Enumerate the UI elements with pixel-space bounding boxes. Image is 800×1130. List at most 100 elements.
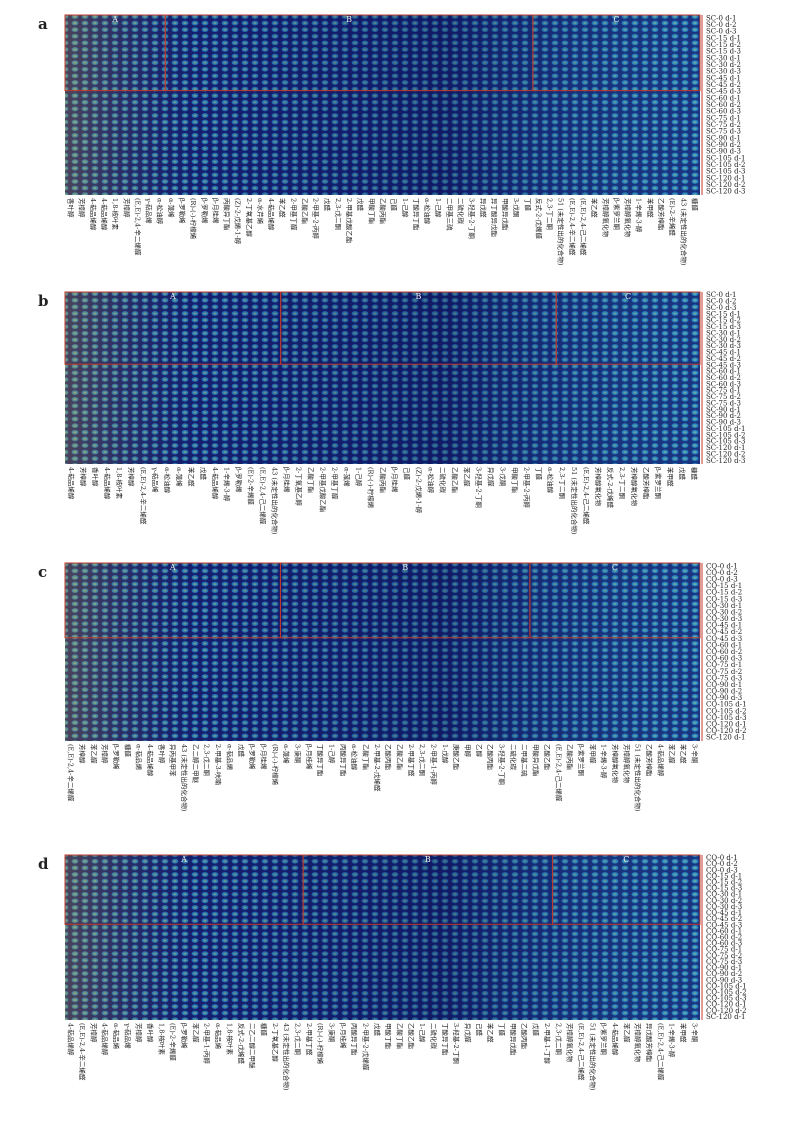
sample-label: SC-0 d-2: [706, 298, 737, 306]
compound-label: 芳樟醇: [78, 198, 87, 218]
sample-label: SC-45 d-1: [706, 74, 741, 82]
compound-label: (E,E)-2,4-己二烯醛: [656, 1023, 665, 1081]
sample-label: SC-105 d-1: [706, 425, 745, 433]
compound-label: γ-萜品烯: [123, 1023, 132, 1049]
sample-label: SC-105 d-2: [706, 431, 745, 439]
sample-label: CQ-60 d-3: [706, 940, 742, 948]
compound-label: β-月桂烯: [211, 198, 220, 224]
sample-label: CQ-0 d-2: [706, 569, 738, 577]
compound-label: 2-甲基-2-戊烯醛: [361, 1023, 370, 1071]
compound-label: 3-辛酮: [690, 1023, 699, 1043]
compound-label: 2-甲基-2-戊烯醛: [373, 744, 382, 792]
compound-label: 2,3-丁二酮: [618, 467, 626, 500]
heatmap-shade: [65, 15, 700, 195]
compound-label: α-蒎烯: [167, 198, 176, 218]
compound-label: 甲酸异戊酯: [501, 198, 510, 231]
compound-label: 丁酸异丁酯: [441, 1023, 450, 1056]
compound-label: 苯乙醛: [590, 198, 599, 218]
compound-label: 1-己醇: [355, 467, 364, 487]
compound-label: 苯甲醛: [646, 198, 655, 218]
group-label: B: [346, 15, 352, 24]
sample-label: CQ-105 d-1: [706, 701, 747, 709]
compound-label: 2-甲基丁醛: [305, 1023, 314, 1056]
compound-label: β-罗勒烯: [248, 744, 257, 770]
compound-label: 1,8-桉叶素: [225, 1023, 234, 1056]
group-label: A: [111, 15, 118, 24]
sample-label: CQ-75 d-3: [706, 674, 742, 682]
sample-label: CQ-120 d-2: [706, 727, 747, 735]
compound-label: 庚酸乙酯: [452, 744, 461, 771]
compound-label: α-松油醇: [546, 467, 555, 494]
compound-label: 乙酸丙酯: [384, 744, 393, 771]
compound-label: β-月桂烯: [259, 744, 268, 770]
compound-label: 戊醛: [678, 467, 687, 481]
compound-label: (R)-(-)-柠檬烯: [271, 744, 280, 786]
compound-label: 芳樟醇氧化物: [601, 198, 610, 238]
compound-label: 2-丁氧基乙醇: [245, 198, 254, 237]
compound-label: α-蒎烯: [175, 467, 184, 487]
compound-label: 异戊醛: [479, 198, 488, 218]
compound-label: γ-萜品烯: [145, 198, 154, 224]
compound-label: 芳樟醇: [122, 198, 131, 218]
compound-label: β-罗勒烯: [180, 1023, 189, 1049]
sample-label: CQ-120 d-1: [706, 1001, 747, 1009]
sample-label: SC-120 d-3: [706, 457, 745, 465]
compound-label: 甲酸异戊酯: [532, 744, 541, 777]
sample-label: SC-105 d-1: [706, 154, 745, 162]
compound-label: 乙酸丙酯: [486, 744, 495, 771]
sample-label: CQ-120 d-2: [706, 1007, 747, 1015]
compound-label: 2-甲基-2-丙醇: [522, 467, 531, 508]
sample-label: CQ-30 d-1: [706, 891, 742, 899]
compound-label: 二硫化碳: [456, 198, 465, 225]
compound-label: 2,3-戊二酮: [293, 1023, 302, 1056]
compound-label: 香叶醇: [67, 198, 76, 218]
compound-label: 异丁酸异戊酯: [490, 198, 499, 238]
compound-label: 4-萜品烯醇: [89, 198, 98, 231]
compound-label: 4-萜品烯醇: [146, 744, 155, 777]
compound-label: 异戊酸芳樟酯: [645, 1023, 654, 1063]
group-box: [552, 854, 701, 925]
compound-label: 芳樟醇: [89, 1023, 98, 1043]
compound-label: 二硫化碳: [430, 1023, 439, 1050]
sample-label: SC-120 d-2: [706, 450, 745, 458]
compound-label: 戊醛: [532, 1023, 541, 1037]
sample-label: SC-60 d-3: [706, 380, 741, 388]
compound-label: 1-己醇: [327, 744, 336, 764]
compound-label: (E)-2-辛烯醛: [169, 1023, 178, 1061]
compound-label: (R)-(-)-柠檬烯: [367, 467, 376, 509]
sample-label: CQ-60 d-3: [706, 655, 742, 663]
sample-label: CQ-90 d-1: [706, 964, 742, 972]
group-label: A: [169, 563, 176, 572]
panel-label: b: [38, 292, 49, 310]
compound-label: 二甲基三硫: [445, 198, 454, 231]
compound-label: 丁醛: [498, 1023, 507, 1037]
compound-label: (E,E)-2,4-己二烯醛: [259, 467, 268, 525]
compound-label: β-罗勒烯: [235, 467, 244, 493]
compound-label: β-罗勒烯: [112, 744, 121, 770]
compound-label: 异戊醛: [464, 1023, 473, 1043]
sample-label: CQ-45 d-3: [706, 921, 742, 929]
sample-label: SC-60 d-1: [706, 368, 741, 376]
compound-label: 反式-2-戊烯醛: [534, 198, 543, 240]
compound-label: 3-戊酮: [512, 198, 521, 218]
compound-label: 丙酸异丁酯: [350, 1023, 359, 1056]
compound-label: 苯乙醛: [622, 1023, 631, 1043]
sample-label: CQ-45 d-1: [706, 909, 742, 917]
compound-label: 乙酸丁酯: [396, 1023, 405, 1050]
compound-label: 香叶醇: [146, 1023, 155, 1043]
sample-label: SC-30 d-3: [706, 68, 741, 76]
sample-label: CQ-105 d-3: [706, 995, 747, 1003]
group-label: A: [180, 855, 187, 864]
compound-label: 43 (未定性出的化合物): [180, 744, 189, 812]
sample-label: CQ-60 d-2: [706, 934, 742, 942]
compound-label: 乙酸丙酯: [566, 744, 575, 771]
compound-label: 乙酸乙酯: [396, 744, 405, 771]
sample-label: SC-90 d-1: [706, 406, 741, 414]
compound-label: 苯乙醛: [462, 467, 471, 487]
sample-label: CQ-30 d-1: [706, 602, 742, 610]
sample-label: CQ-45 d-2: [706, 628, 742, 636]
sample-label: CQ-15 d-2: [706, 589, 742, 597]
sample-label: CQ-105 d-3: [706, 714, 747, 722]
sample-label: SC-30 d-1: [706, 54, 741, 62]
